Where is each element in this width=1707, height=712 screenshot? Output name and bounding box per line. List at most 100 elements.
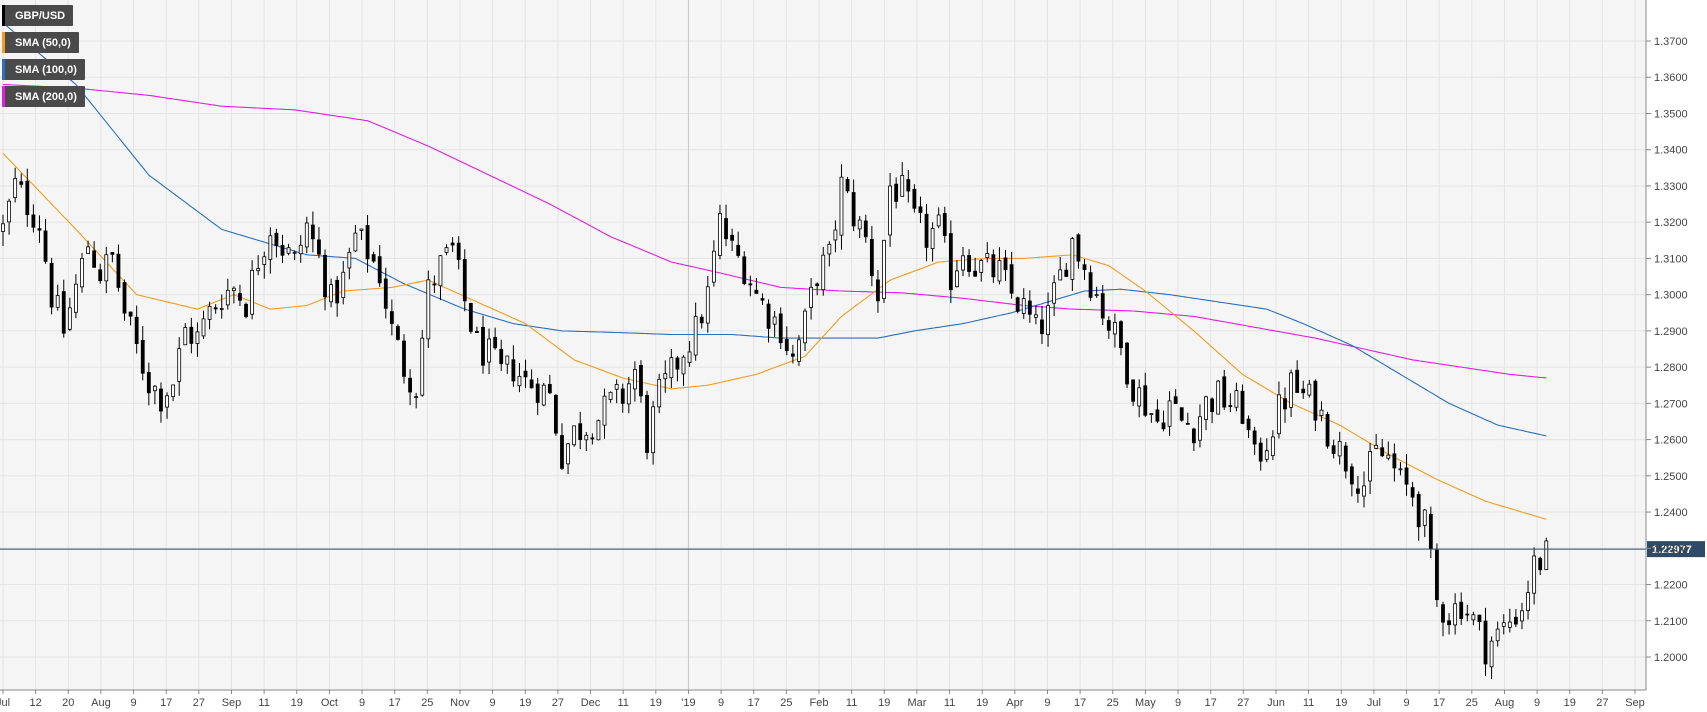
candle-body [371, 254, 376, 262]
candle-body [1459, 601, 1464, 619]
x-tick-label: 25 [1466, 697, 1478, 709]
candle-body [863, 220, 868, 238]
y-tick-label: 1.2200 [1654, 580, 1688, 592]
candle-body [1428, 513, 1433, 550]
x-tick-label: 17 [1433, 697, 1445, 709]
candle-body [620, 388, 625, 404]
candle-body [37, 228, 42, 231]
y-tick-label: 1.3700 [1654, 36, 1688, 48]
candle-body [86, 246, 90, 254]
x-tick-label: 19 [976, 697, 988, 709]
candle-body [1349, 466, 1354, 485]
candle-body [1021, 298, 1026, 314]
x-tick-label: 17 [1205, 697, 1217, 709]
candle-body [766, 303, 771, 329]
candle-body [985, 253, 990, 258]
candle-body [1270, 436, 1275, 457]
candle-body [760, 298, 765, 301]
candle-body [1040, 319, 1044, 335]
candle-body [1532, 555, 1537, 594]
candle-body [183, 327, 188, 346]
candle-body [165, 395, 169, 408]
y-axis: 1.2000 1.2100 1.2200 1.2300 1.2400 1.2500 1.26… [1645, 0, 1688, 690]
candle-body [1210, 398, 1215, 413]
candle-body [432, 283, 437, 286]
candle-body [961, 255, 965, 271]
candle-body [92, 250, 97, 268]
candle-body [1149, 413, 1154, 416]
current-price-tag [1647, 541, 1705, 558]
candle-body [274, 232, 279, 247]
candle-body [201, 318, 206, 337]
candle-body [754, 289, 759, 294]
x-tick-label: 9 [130, 697, 136, 709]
legend-item-sma200[interactable]: SMA (200,0) [2, 86, 85, 107]
candle-body [1331, 445, 1336, 454]
candle-body [651, 406, 656, 454]
candle-body [310, 224, 315, 240]
candle-body [244, 303, 248, 317]
candle-body [389, 311, 394, 324]
candle-body [602, 395, 607, 426]
x-tick-label: 9 [1534, 697, 1540, 709]
candle-body [663, 373, 668, 380]
candle-body [225, 289, 230, 306]
candle-body [1307, 383, 1312, 396]
candle-body [809, 286, 813, 308]
candle-body [718, 213, 722, 256]
x-tick-label: 25 [1107, 697, 1119, 709]
candle-body [979, 260, 984, 273]
candle-body [67, 307, 72, 330]
candle-body [1076, 234, 1081, 262]
legend-swatch-sma200 [2, 86, 5, 107]
candle-body [1301, 388, 1306, 394]
x-tick-label: 9 [718, 697, 724, 709]
y-tick-label: 1.3400 [1654, 145, 1688, 157]
legend-item-gbpusd[interactable]: GBP/USD [2, 5, 74, 26]
candle-body [128, 311, 133, 317]
candle-body [1368, 451, 1372, 482]
candle-body [383, 278, 388, 309]
candle-body [560, 435, 564, 469]
candle-body [1094, 294, 1099, 297]
y-tick-label: 1.2300 [1654, 543, 1688, 555]
candle-body [1185, 422, 1190, 425]
candle-body [1, 223, 5, 232]
candle-body [1234, 390, 1239, 408]
candle-body [912, 188, 917, 209]
candle-body [547, 384, 552, 394]
candle-body [681, 356, 686, 375]
legend-item-sma50[interactable]: SMA (50,0) [2, 32, 79, 53]
candle-body [541, 384, 546, 406]
x-tick-label: 11 [846, 697, 857, 709]
candle-body [1015, 297, 1020, 312]
candle-body [377, 256, 382, 284]
candle-body [31, 214, 36, 228]
candle-body [930, 228, 935, 249]
candle-body [657, 378, 662, 408]
legend-item-sma100[interactable]: SMA (100,0) [2, 59, 85, 80]
candle-body [517, 375, 522, 387]
candle-body [43, 230, 48, 262]
candle-body [1337, 440, 1342, 457]
x-tick-label: 19 [650, 697, 662, 709]
candle-body [1513, 616, 1518, 625]
y-tick-label: 1.3300 [1654, 181, 1688, 193]
x-tick-label: 17 [748, 697, 760, 709]
candle-body [475, 330, 479, 333]
y-tick-label: 1.3600 [1654, 72, 1688, 84]
candle-body [207, 305, 212, 320]
candle-body [1258, 442, 1263, 462]
candle-body [778, 313, 783, 344]
candle-body [1131, 379, 1136, 402]
x-tick-label: May [1135, 697, 1156, 709]
candle-body [189, 326, 194, 344]
axis-background [1646, 0, 1707, 712]
x-tick-label: Dec [581, 697, 601, 709]
candle-body [894, 183, 899, 202]
candle-body [876, 279, 880, 302]
candle-body [493, 336, 498, 349]
candle-body [955, 270, 959, 288]
x-tick-label: 25 [421, 697, 433, 709]
candle-body [98, 269, 103, 282]
